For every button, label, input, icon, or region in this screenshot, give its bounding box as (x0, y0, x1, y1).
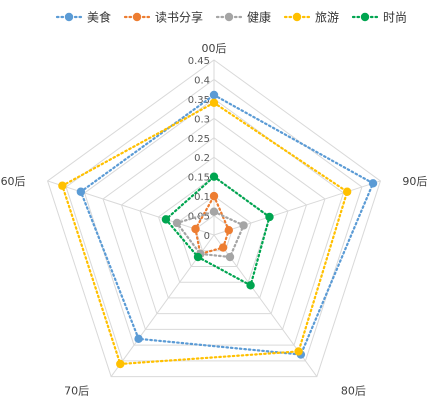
data-point (342, 187, 352, 196)
tick-label: 0.4 (194, 75, 210, 86)
series-line (194, 193, 230, 256)
radar-grid (46, 59, 382, 378)
data-series (58, 90, 378, 369)
grid-ring-5 (120, 137, 308, 315)
series-line (61, 101, 349, 366)
data-point (225, 252, 235, 262)
legend: 美食 读书分享 健康 旅游 时尚 (55, 10, 407, 25)
legend-swatch-marker (360, 12, 370, 22)
legend-label: 美食 (87, 10, 111, 25)
data-point (239, 221, 248, 230)
legend-swatch-marker (292, 12, 302, 22)
data-point (76, 187, 86, 196)
legend-item: 美食 (55, 10, 111, 25)
series-3 (58, 98, 352, 369)
axis-spoke-4 (47, 180, 215, 236)
tick-label: 0.35 (188, 95, 210, 106)
series-line (79, 93, 375, 356)
data-point (246, 281, 255, 290)
tick-label: 0.1 (194, 192, 210, 203)
category-label: 80后 (341, 385, 366, 398)
data-point (209, 191, 219, 201)
series-4 (161, 172, 274, 290)
legend-item: 健康 (215, 10, 271, 25)
legend-item: 读书分享 (123, 10, 203, 25)
legend-label: 时尚 (383, 11, 407, 25)
data-point (209, 98, 219, 107)
category-label: 00后 (202, 42, 227, 55)
category-label: 70后 (64, 385, 89, 398)
grid-ring-3 (157, 176, 271, 283)
grid-ring-9 (46, 59, 382, 378)
tick-label: 0 (204, 231, 210, 242)
legend-label: 旅游 (315, 11, 339, 25)
data-point (172, 218, 182, 228)
legend-swatch-marker (132, 12, 142, 22)
data-point (265, 212, 274, 222)
data-point (209, 207, 219, 216)
data-point (191, 224, 200, 234)
legend-swatch-marker (64, 12, 74, 22)
data-point (134, 334, 143, 344)
legend-label: 读书分享 (155, 10, 203, 25)
category-label: 60后 (1, 175, 26, 188)
series-2 (172, 207, 248, 262)
data-point (209, 172, 219, 181)
tick-label: 0.3 (194, 114, 210, 125)
category-labels: 00后 90后 80后 70后 60后 (1, 42, 428, 398)
series-line (175, 210, 246, 259)
legend-item: 旅游 (283, 11, 339, 25)
data-point (218, 243, 228, 252)
series-line (164, 175, 271, 287)
data-point (368, 179, 378, 188)
legend-label: 健康 (247, 10, 271, 25)
category-label: 90后 (402, 175, 427, 188)
data-point (193, 252, 203, 262)
data-point (161, 215, 171, 224)
tick-label: 0.2 (194, 153, 210, 164)
data-point (58, 181, 67, 190)
tick-label: 0.25 (188, 134, 210, 145)
data-point (294, 347, 303, 356)
legend-item: 时尚 (351, 11, 407, 25)
data-point (224, 225, 233, 235)
grid-ring-6 (102, 117, 326, 330)
legend-swatch-marker (224, 12, 234, 22)
data-point (116, 359, 125, 369)
data-point (209, 90, 219, 100)
grid-ring-4 (139, 156, 289, 299)
tick-label: 0.45 (188, 56, 210, 67)
tick-label: 0.15 (188, 173, 210, 184)
